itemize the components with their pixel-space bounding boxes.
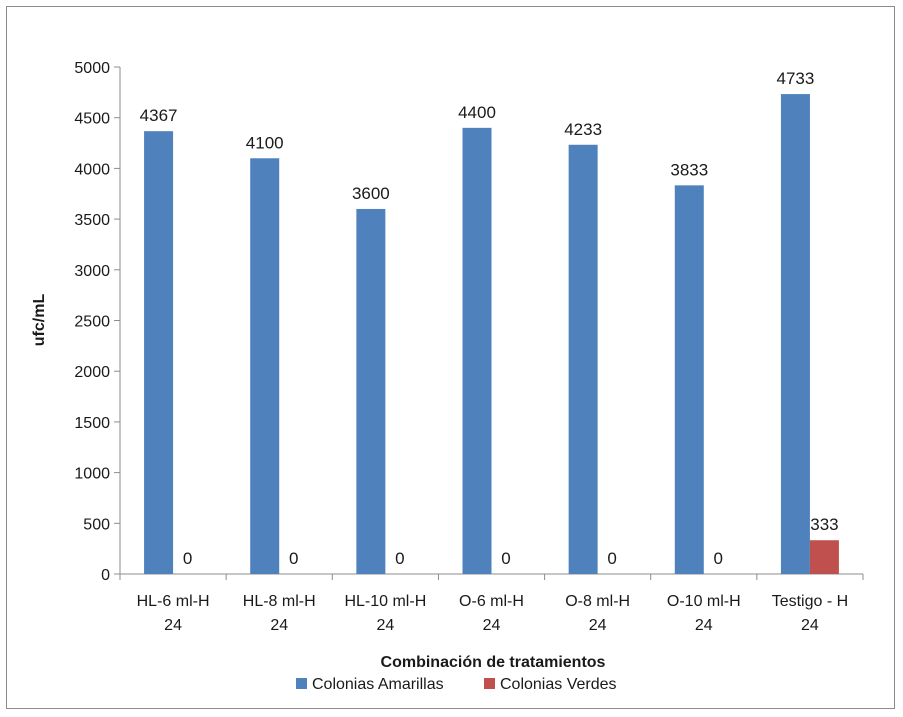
y-tick-label: 2500 [74, 314, 110, 331]
data-label: 4367 [140, 106, 178, 125]
data-label: 3600 [352, 184, 390, 203]
data-label: 4233 [564, 120, 602, 139]
x-tick-label: HL-10 ml-H [344, 593, 426, 610]
y-tick-label: 0 [101, 567, 110, 584]
legend-swatch [296, 678, 307, 689]
data-label: 4400 [458, 103, 496, 122]
x-tick-label: 24 [270, 617, 288, 634]
x-tick-label: 24 [483, 617, 501, 634]
data-label: 0 [607, 549, 616, 568]
bar-amarillas [144, 131, 174, 574]
y-tick-label: 3500 [74, 212, 110, 229]
data-label: 0 [289, 549, 298, 568]
x-tick-label: HL-6 ml-H [137, 593, 210, 610]
y-tick-label: 500 [83, 516, 110, 533]
bar-amarillas [250, 158, 280, 574]
x-axis: HL-6 ml-H 24 HL-8 ml-H 24 HL-10 ml-H 24 O-6 ml… [119, 573, 864, 634]
x-tick-label: 24 [589, 617, 607, 634]
y-tick-label: 2000 [74, 364, 110, 381]
y-axis: 0 500 1000 1500 2000 2500 3000 3500 4000 4500 5000 [74, 60, 121, 584]
legend-label: Colonias Verdes [500, 676, 617, 693]
data-label: 3833 [670, 160, 708, 179]
y-tick-label: 4500 [74, 111, 110, 128]
x-tick-label: O-6 ml-H [459, 593, 524, 610]
x-tick-label: 24 [164, 617, 182, 634]
data-label: 4733 [777, 69, 815, 88]
x-tick-label: Testigo - H [772, 593, 848, 610]
y-tick-label: 5000 [74, 60, 110, 77]
bar-amarillas [780, 94, 810, 575]
legend-label: Colonias Amarillas [312, 676, 444, 693]
data-label: 0 [501, 549, 510, 568]
legend: Colonias Amarillas Colonias Verdes [296, 676, 617, 693]
x-tick-label: O-10 ml-H [667, 593, 741, 610]
bar-amarillas [356, 208, 386, 574]
y-tick-label: 1500 [74, 415, 110, 432]
bar-amarillas [568, 144, 598, 574]
y-tick-label: 4000 [74, 161, 110, 178]
x-tick-label: 24 [801, 617, 819, 634]
data-labels: 4367 0 4100 0 3600 0 4400 0 4233 0 3833 0 4733 333 [140, 69, 839, 568]
bar-amarillas [462, 127, 492, 574]
y-axis-title: ufc/mL [31, 294, 48, 347]
x-tick-label: HL-8 ml-H [243, 593, 316, 610]
bar-verdes [809, 540, 839, 574]
data-label: 333 [810, 515, 838, 534]
y-tick-label: 1000 [74, 466, 110, 483]
data-label: 0 [183, 549, 192, 568]
y-tick-label: 3000 [74, 263, 110, 280]
x-tick-label: O-8 ml-H [565, 593, 630, 610]
x-tick-label: 24 [695, 617, 713, 634]
x-axis-title: Combinación de tratamientos [381, 654, 606, 671]
data-label: 0 [395, 549, 404, 568]
legend-swatch [484, 678, 495, 689]
bars [144, 94, 839, 575]
data-label: 4100 [246, 133, 284, 152]
x-tick-label: 24 [376, 617, 394, 634]
bar-amarillas [674, 185, 704, 574]
data-label: 0 [714, 549, 723, 568]
